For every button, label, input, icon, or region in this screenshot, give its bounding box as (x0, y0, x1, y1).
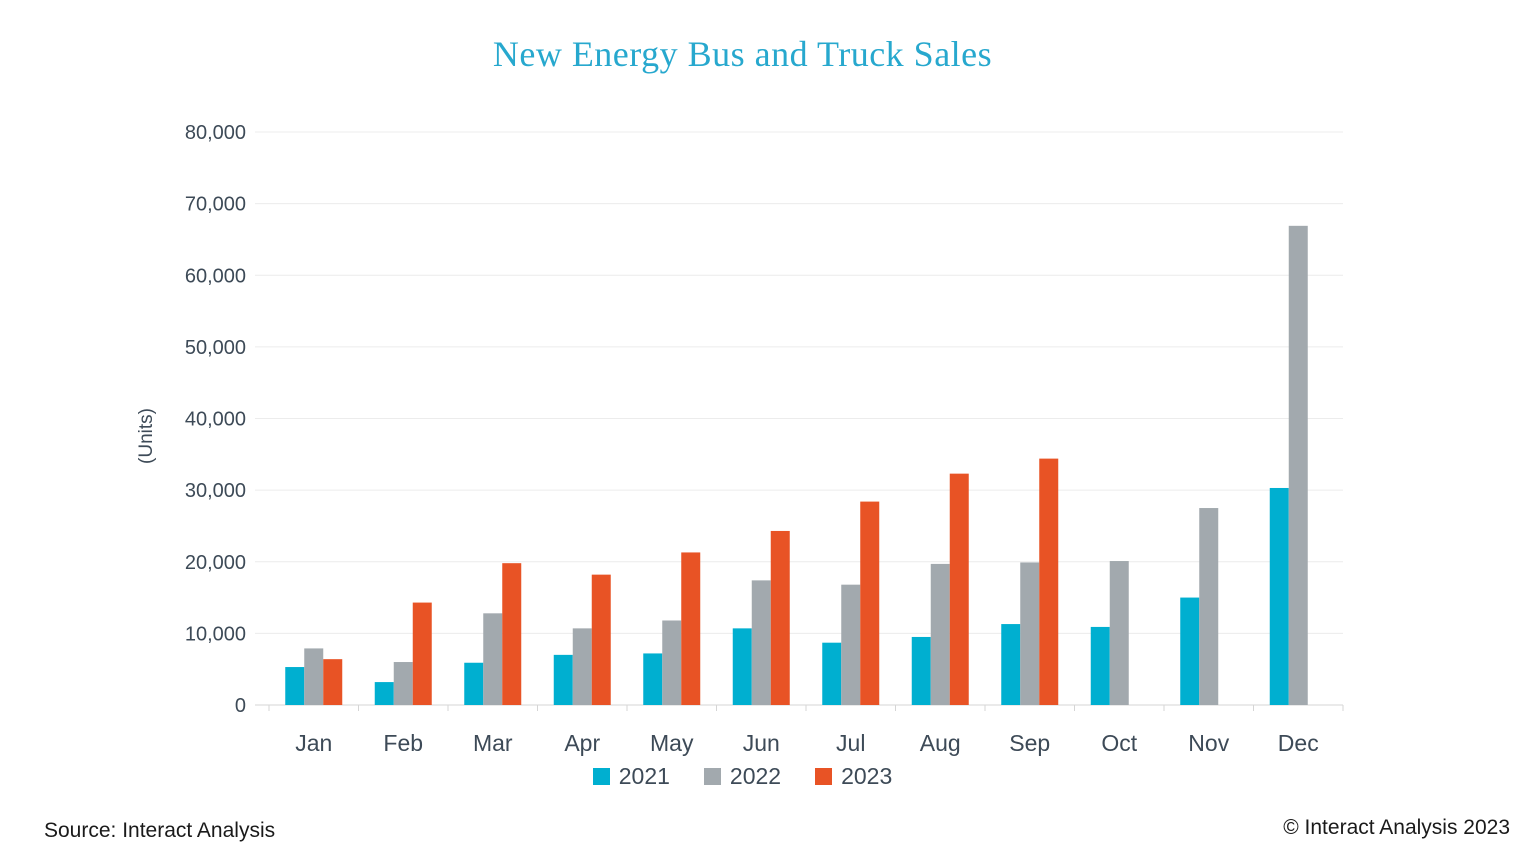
bar-2021-mar (464, 662, 484, 705)
legend-label-2022: 2022 (729, 763, 782, 789)
y-tick-label: 50,000 (185, 337, 246, 359)
y-tick-label: 0 (235, 695, 246, 717)
bar-2021-oct (1090, 626, 1110, 705)
bar-2021-jun (732, 628, 752, 705)
bar-2023-mar (502, 563, 522, 705)
x-tick-label: Mar (473, 730, 513, 756)
bar-2022-jun (751, 580, 771, 705)
x-tick-label: Jun (743, 730, 780, 756)
bar-2022-jan (304, 648, 324, 705)
legend-item-2021: 2021 (592, 763, 670, 790)
bar-2021-may (643, 653, 663, 705)
bar-2023-jun (770, 530, 790, 705)
bar-2021-nov (1180, 597, 1200, 705)
bar-2021-jan (285, 667, 305, 705)
bar-2022-apr (572, 628, 592, 705)
chart-legend: 2021 2022 2023 (0, 763, 1485, 790)
bar-2022-mar (483, 613, 503, 705)
y-tick-label: 10,000 (185, 623, 246, 645)
bar-chart: 0 10,000 20,000 30,000 40,000 50,000 60,000 70,… (136, 122, 1344, 756)
bar-2022-dec (1288, 225, 1308, 706)
bar-2023-jul (860, 501, 880, 705)
y-tick-label: 20,000 (185, 552, 246, 574)
x-tick-label: Dec (1278, 730, 1319, 756)
bar-2023-aug (949, 473, 969, 705)
x-tick-label: Feb (383, 730, 423, 756)
legend-item-2023: 2023 (815, 763, 892, 790)
bar-2021-dec (1269, 487, 1289, 705)
bar-2022-oct (1109, 561, 1129, 705)
y-tick-label: 30,000 (185, 480, 246, 502)
x-tick-label: May (650, 730, 694, 756)
bar-2021-apr (553, 654, 573, 705)
legend-label-2023: 2023 (841, 763, 893, 789)
x-tick-label: Jul (836, 730, 865, 756)
x-tick-label: Oct (1101, 730, 1137, 756)
legend-swatch-2022 (703, 768, 721, 785)
bar-2023-sep (1039, 458, 1059, 705)
bar-2022-may (662, 620, 682, 705)
x-tick-label: Nov (1188, 730, 1229, 756)
legend-swatch-2021 (592, 768, 610, 785)
bar-2021-feb (374, 682, 394, 705)
chart-title: New Energy Bus and Truck Sales (492, 34, 993, 74)
x-tick-label: Aug (920, 730, 961, 756)
y-tick-label: 60,000 (185, 265, 246, 287)
bar-2023-apr (591, 574, 611, 705)
bar-2023-jan (323, 659, 343, 705)
bar-2022-feb (393, 662, 413, 705)
bar-2022-sep (1020, 562, 1040, 705)
bar-2021-jul (822, 642, 842, 705)
x-tick-label: Sep (1009, 730, 1050, 756)
x-tick-label: Jan (295, 730, 332, 756)
source-note: Source: Interact Analysis (44, 819, 276, 842)
y-tick-label: 70,000 (185, 194, 246, 216)
x-tick-label: Apr (564, 730, 600, 756)
bar-2022-aug (930, 563, 950, 705)
y-tick-label: 40,000 (185, 409, 246, 431)
bar-2021-sep (1001, 624, 1021, 705)
bar-2023-may (681, 552, 701, 705)
legend-item-2022: 2022 (703, 763, 782, 790)
bar-2022-nov (1199, 508, 1219, 705)
bar-2023-feb (412, 602, 432, 705)
y-tick-label: 80,000 (185, 122, 246, 144)
legend-swatch-2023 (815, 768, 833, 785)
bar-2021-aug (911, 636, 931, 705)
copyright-note: © Interact Analysis 2023 (1283, 816, 1510, 839)
bar-2022-jul (841, 584, 861, 705)
legend-label-2021: 2021 (618, 763, 670, 789)
y-axis-title: (Units) (136, 408, 157, 464)
